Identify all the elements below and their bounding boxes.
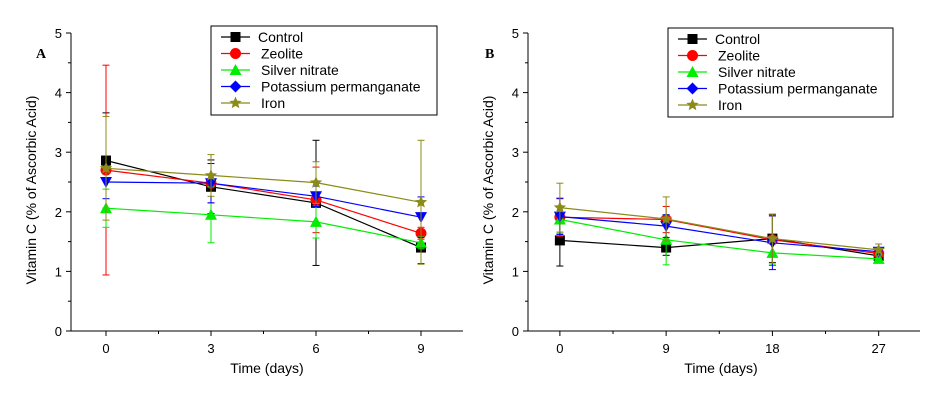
x-tick-label: 3 xyxy=(207,341,214,356)
x-axis-label: Time (days) xyxy=(230,360,303,376)
legend-item: Iron xyxy=(678,97,742,113)
y-tick-label: 3 xyxy=(55,145,62,160)
y-tick-label: 2 xyxy=(55,205,62,220)
x-tick-label: 9 xyxy=(417,341,424,356)
data-point xyxy=(554,235,565,246)
x-tick-label: 0 xyxy=(556,341,563,356)
y-tick-label: 2 xyxy=(512,205,519,220)
legend-label: Silver nitrate xyxy=(261,62,339,78)
series-iron xyxy=(99,115,428,265)
data-point xyxy=(99,161,113,174)
x-tick-label: 18 xyxy=(765,341,779,356)
legend-marker-triangle-up-icon xyxy=(686,66,699,77)
series-line xyxy=(105,167,422,203)
y-tick-label: 4 xyxy=(512,86,519,101)
series-line xyxy=(105,169,422,234)
legend-item: Silver nitrate xyxy=(221,62,339,78)
legend-item: Iron xyxy=(221,95,285,111)
series-line xyxy=(105,181,422,218)
legend-label: Control xyxy=(258,29,303,45)
data-point xyxy=(766,232,779,244)
legend-item: Control xyxy=(221,29,303,45)
legend-marker-circle-icon xyxy=(687,50,698,61)
legend-marker-square-icon xyxy=(687,34,698,44)
legend-label: Iron xyxy=(718,97,742,113)
legend-item: Zeolite xyxy=(221,46,303,62)
data-point xyxy=(414,195,428,208)
legend-marker-star-icon xyxy=(229,96,242,109)
data-point xyxy=(872,252,885,264)
series-silver-nitrate xyxy=(553,205,885,266)
chart-panel-b: B 0 1 2 3 4 5 0 9 18 27 Time (days) Vitamin C (%… xyxy=(480,26,920,376)
y-tick-label: 5 xyxy=(512,26,519,41)
legend-item: Potassium permanganate xyxy=(221,79,421,95)
series-potassium-permanganate xyxy=(553,198,885,271)
x-tick-label: 0 xyxy=(102,341,109,356)
series-zeolite xyxy=(554,197,885,266)
legend-label: Zeolite xyxy=(261,46,303,62)
data-point xyxy=(659,212,673,225)
x-axis-label: Time (days) xyxy=(684,360,757,376)
y-tick-label: 1 xyxy=(55,264,62,279)
y-tick-label: 0 xyxy=(512,324,519,339)
data-point xyxy=(204,168,218,181)
series-iron xyxy=(553,182,885,264)
data-point xyxy=(553,201,567,213)
legend-marker-triangle-down-icon xyxy=(686,82,699,95)
legend-label: Potassium permanganate xyxy=(718,81,878,97)
legend-item: Zeolite xyxy=(678,48,760,64)
legend-label: Potassium permanganate xyxy=(261,79,421,95)
x-tick-label: 9 xyxy=(663,341,670,356)
y-tick-label: 3 xyxy=(512,145,519,160)
legend-item: Silver nitrate xyxy=(678,64,796,80)
series-line xyxy=(559,216,879,253)
series-potassium-permanganate xyxy=(100,163,427,238)
legend-marker-square-icon xyxy=(230,32,241,42)
series-control xyxy=(554,214,884,267)
series-silver-nitrate xyxy=(100,186,427,250)
legend-marker-triangle-up-icon xyxy=(229,64,242,75)
series-line xyxy=(105,159,422,249)
series-line xyxy=(559,218,879,260)
legend-item: Control xyxy=(678,31,760,47)
data-point xyxy=(872,243,885,256)
y-tick-label: 0 xyxy=(55,324,62,339)
y-tick-label: 5 xyxy=(55,26,62,41)
y-axis-label: Vitamin C (% of Ascorbic Acid) xyxy=(480,96,496,285)
data-point xyxy=(309,176,323,188)
y-axis-label: Vitamin C (% of Ascorbic Acid) xyxy=(23,96,39,285)
x-tick-label: 27 xyxy=(871,341,885,356)
legend-label: Zeolite xyxy=(718,48,760,64)
series-line xyxy=(105,207,422,244)
chart-panel-a: A 0 1 2 3 4 5 0 3 6 9 Time (days) Vitamin C (% o… xyxy=(23,25,463,376)
panel-label: B xyxy=(485,47,494,62)
data-point xyxy=(205,208,217,220)
y-tick-label: 4 xyxy=(55,86,62,101)
data-point xyxy=(310,215,322,227)
legend-label: Iron xyxy=(261,95,285,111)
legend-label: Control xyxy=(715,31,760,47)
legend-marker-star-icon xyxy=(686,98,699,111)
legend-marker-circle-icon xyxy=(230,48,241,59)
panel-label: A xyxy=(36,47,47,62)
series-line xyxy=(559,207,879,251)
y-tick-label: 1 xyxy=(512,264,519,279)
legend-item: Potassium permanganate xyxy=(678,81,878,97)
x-tick-label: 6 xyxy=(312,341,319,356)
legend-label: Silver nitrate xyxy=(718,64,796,80)
legend-marker-triangle-down-icon xyxy=(229,80,242,93)
